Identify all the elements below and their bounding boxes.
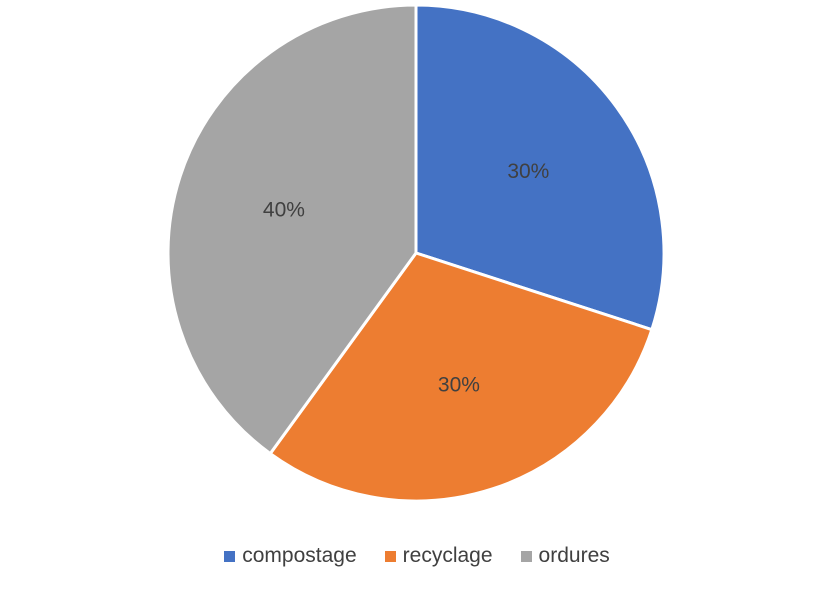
- data-label-ordures: 40%: [263, 199, 305, 222]
- legend-item-ordures: ordures: [520, 544, 610, 568]
- pie-slice-ordures: [166, 3, 418, 456]
- legend-label-compostage: compostage: [242, 544, 357, 567]
- legend-swatch-recyclage: [384, 550, 396, 562]
- legend-label-recyclage: recyclage: [402, 544, 493, 567]
- chart-legend: compostage recyclage ordures: [0, 541, 834, 571]
- legend-label-ordures: ordures: [538, 544, 610, 567]
- data-label-recyclage: 30%: [438, 374, 480, 397]
- legend-item-compostage: compostage: [224, 544, 357, 568]
- legend-swatch-compostage: [224, 550, 236, 562]
- legend-item-recyclage: recyclage: [384, 544, 493, 568]
- legend-swatch-ordures: [520, 550, 532, 562]
- pie-slice-recyclage: [268, 251, 654, 503]
- data-label-compostage: 30%: [507, 160, 549, 183]
- pie-slice-compostage: [414, 3, 666, 332]
